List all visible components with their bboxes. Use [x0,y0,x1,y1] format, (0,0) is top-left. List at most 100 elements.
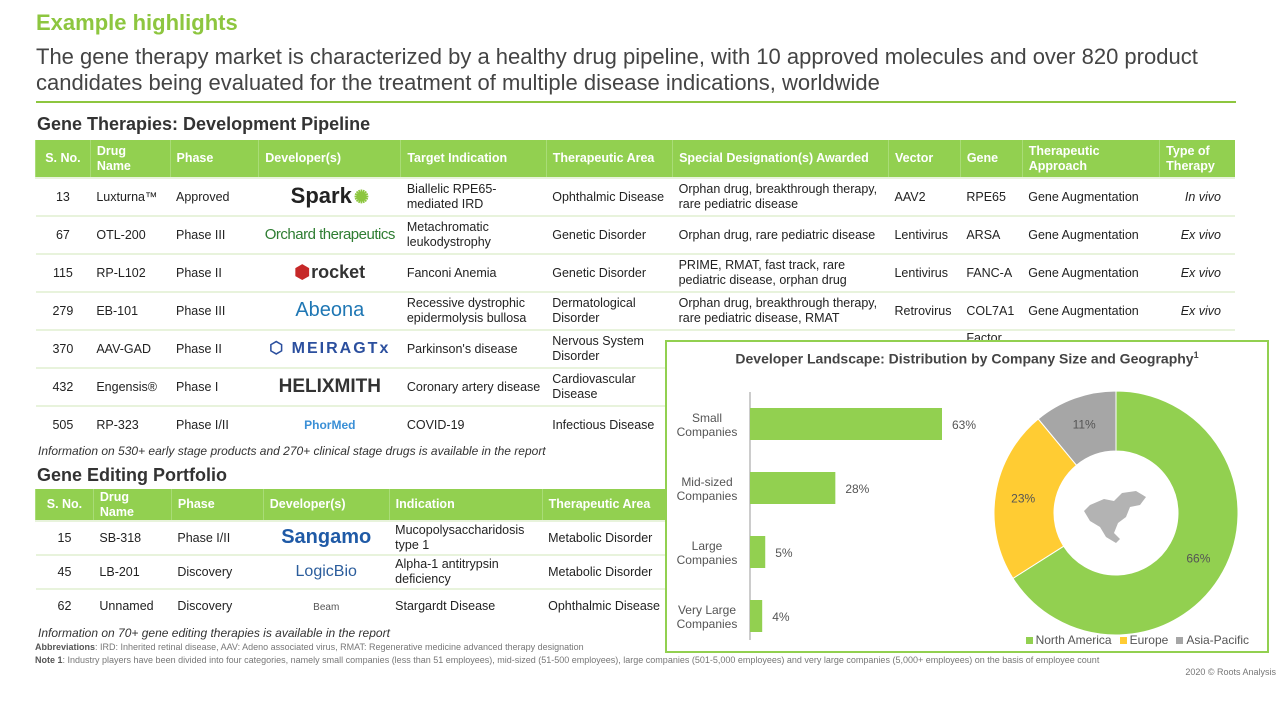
cell-indication: Fanconi Anemia [400,253,547,292]
cell-designation: Orphan drug, rare pediatric disease [672,215,889,254]
column-header: Developer(s) [258,140,401,178]
developer-logo: Orchard therapeutics [264,226,396,243]
cell-drug: AAV-GAD [90,329,170,368]
cell-developer: Beam [263,588,390,623]
cell-type: Ex vivo [1159,215,1235,254]
cell-drug: Unnamed [93,588,172,623]
cell-area: Ophthalmic Disease [546,177,673,216]
cell-area: Nervous System Disorder [546,329,673,368]
column-header: Phase [169,140,259,178]
hexagon-icon: ⬢ [294,261,311,282]
developer-logo: LogicBio [295,563,357,580]
donut-slice-0 [1012,390,1239,636]
bar-category-label: Companies [677,553,738,567]
bar-2 [750,536,766,568]
cell-designation: Orphan drug, breakthrough therapy, rare … [672,291,889,330]
page-title: Example highlights [36,10,238,35]
column-header: Target Indication [400,140,547,178]
donut-value-label: 23% [1011,491,1035,505]
cell-drug: Engensis® [90,367,170,406]
bar-0 [750,408,942,440]
pipeline-title: Gene Therapies: Development Pipeline [37,114,371,134]
bar-category-label: Companies [677,489,738,503]
cell-sno: 13 [35,177,91,216]
donut-slice-2 [1037,390,1117,466]
cell-phase: Phase I/II [170,405,259,444]
developer-logo: Abeona [295,298,365,321]
bar-3 [750,600,763,632]
cell-indication: Recessive dystrophic epidermolysis bullo… [400,291,547,330]
cell-drug: SB-318 [93,520,172,555]
donut-value-label: 11% [1073,418,1096,432]
cell-indication: Stargardt Disease [389,588,543,623]
cell-phase: Phase II [170,329,259,368]
editing-table: S. No. Drug Name Phase Developer(s) Indicati… [35,489,675,623]
north-america-map-icon [1084,491,1146,543]
cell-sno: 15 [35,520,94,555]
donut-slice-1 [993,418,1078,580]
table-row: 67 OTL-200 Phase III Orchard therapeutics Me… [35,215,1235,254]
cell-phase: Approved [170,177,259,216]
developer-logo: PhorMed [304,418,356,432]
developer-logo: Sangamo [281,525,372,548]
cell-drug: EB-101 [90,291,170,330]
cell-designation: Orphan drug, breakthrough therapy, rare … [672,177,889,216]
abbreviations: Abbreviations: IRD: Inherited retinal di… [35,642,584,652]
page-subtitle: The gene therapy market is characterized… [36,44,1198,95]
cell-drug: Luxturna™ [90,177,170,216]
cell-area: Metabolic Disorder [542,554,675,589]
cell-phase: Phase I [170,367,259,406]
column-header: S. No. [35,140,91,178]
developer-landscape-chart: Developer Landscape: Distribution by Com… [665,340,1269,653]
developer-logo: HELIXMITH [278,375,381,397]
column-header: Gene [959,140,1023,178]
footnote: Note 1: Industry players have been divid… [35,655,1100,665]
cell-indication: Coronary artery disease [400,367,547,406]
column-header: S. No. [35,489,94,521]
cell-approach: Gene Augmentation [1022,291,1160,330]
table-row: 13 Luxturna™ Approved Spark ✺ Biallelic RPE65… [35,177,1235,216]
cell-developer: ⬢rocket [258,253,401,292]
bar-value-label: 63% [952,418,976,432]
table-row: 115 RP-L102 Phase II ⬢rocket Fanconi Anemia G… [35,253,1235,292]
cell-sno: 62 [35,588,94,623]
bar-category-label: Large [692,539,723,553]
cell-area: Cardiovascular Disease [546,367,673,406]
cell-drug: LB-201 [93,554,172,589]
cell-developer: LogicBio [263,554,390,589]
legend-label: Asia-Pacific [1186,633,1249,647]
column-header: Special Designation(s) Awarded [672,140,889,178]
column-header: Therapeutic Area [541,489,675,521]
bar-value-label: 5% [775,546,793,560]
cell-area: Genetic Disorder [546,215,673,254]
cell-phase: Phase III [170,291,259,330]
column-header: Phase [170,489,264,521]
cell-area: Infectious Disease [546,405,673,444]
cell-drug: RP-L102 [90,253,170,292]
donut-value-label: 66% [1186,551,1210,565]
column-header: Developer(s) [262,489,390,521]
bar-category-label: Small [692,411,722,425]
column-header: Type of Therapy [1159,140,1235,178]
developer-logo: ⬡ MEIRAGTx [269,340,391,357]
cell-gene: COL7A1 [960,291,1023,330]
editing-title: Gene Editing Portfolio [37,465,227,485]
cell-vector: Retrovirus [888,291,961,330]
cell-type: Ex vivo [1159,253,1235,292]
legend-item: Asia-Pacific [1176,633,1249,647]
cell-developer: Spark ✺ [258,177,401,216]
column-header: Therapeutic Approach [1021,140,1160,178]
editing-note: Information on 70+ gene editing therapie… [38,626,390,640]
cell-sno: 432 [35,367,91,406]
cell-area: Genetic Disorder [546,253,673,292]
bar-value-label: 28% [845,482,869,496]
cell-sno: 115 [35,253,91,292]
cell-indication: Biallelic RPE65-mediated IRD [400,177,547,216]
copyright: 2020 © Roots Analysis [1185,667,1276,677]
cell-developer: ⬡ MEIRAGTx [258,329,401,368]
bar-category-label: Mid-sized [681,475,732,489]
cell-indication: Mucopolysaccharidosis type 1 [389,520,543,555]
cell-developer: HELIXMITH [258,367,401,406]
cell-approach: Gene Augmentation [1022,215,1160,254]
starburst-icon: ✺ [353,186,369,207]
